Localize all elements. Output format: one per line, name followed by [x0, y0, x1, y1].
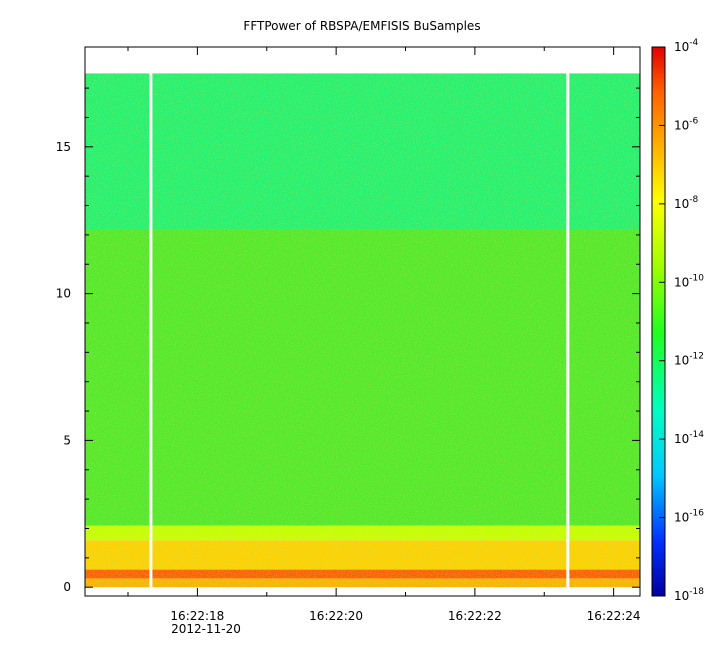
- colorbar: [651, 46, 666, 597]
- y-tick-label: 0: [63, 580, 71, 594]
- colorbar-tick-label: 10-12: [674, 352, 704, 368]
- data-gaps: [149, 73, 570, 588]
- x-date-label: 2012-11-20: [171, 622, 241, 636]
- chart-title: FFTPower of RBSPA/EMFISIS BuSamples: [243, 19, 480, 33]
- x-tick-label: 16:22:20: [309, 609, 363, 623]
- power-band-texture-0: [85, 578, 640, 588]
- plot-frame: [84, 46, 641, 597]
- x-axis: 16:22:18 16:22:20 16:22:22 16:22:24: [127, 47, 641, 623]
- x-tick-label: 16:22:22: [448, 609, 502, 623]
- y-tick-label: 5: [63, 433, 71, 447]
- colorbar-axis: 10-4 10-6 10-8 10-10 10-12 10-14 10-16 10-18: [659, 38, 704, 603]
- colorbar-tick-label: 10-8: [674, 195, 699, 211]
- power-band-texture-5: [85, 73, 640, 230]
- colorbar-tick-label: 10-16: [674, 509, 704, 525]
- data-gap-0: [149, 73, 153, 588]
- power-band-texture-1: [85, 569, 640, 579]
- x-tick-label: 16:22:24: [587, 609, 641, 623]
- y-tick-label: 15: [56, 140, 71, 154]
- power-band-texture-4: [85, 229, 640, 526]
- colorbar-tick-label: 10-6: [674, 116, 699, 132]
- y-axis: 0 5 10 15: [56, 87, 640, 594]
- y-tick-label: 10: [56, 287, 71, 301]
- power-band-texture-2: [85, 540, 640, 570]
- power-band-texture-3: [85, 525, 640, 541]
- spectrogram-noise: [85, 73, 640, 588]
- data-gap-1: [566, 73, 570, 588]
- colorbar-tick-label: 10-14: [674, 430, 704, 446]
- colorbar-tick-label: 10-10: [674, 273, 704, 289]
- colorbar-tick-label: 10-18: [674, 587, 704, 603]
- x-tick-label: 16:22:18: [170, 609, 224, 623]
- colorbar-tick-label: 10-4: [674, 38, 699, 54]
